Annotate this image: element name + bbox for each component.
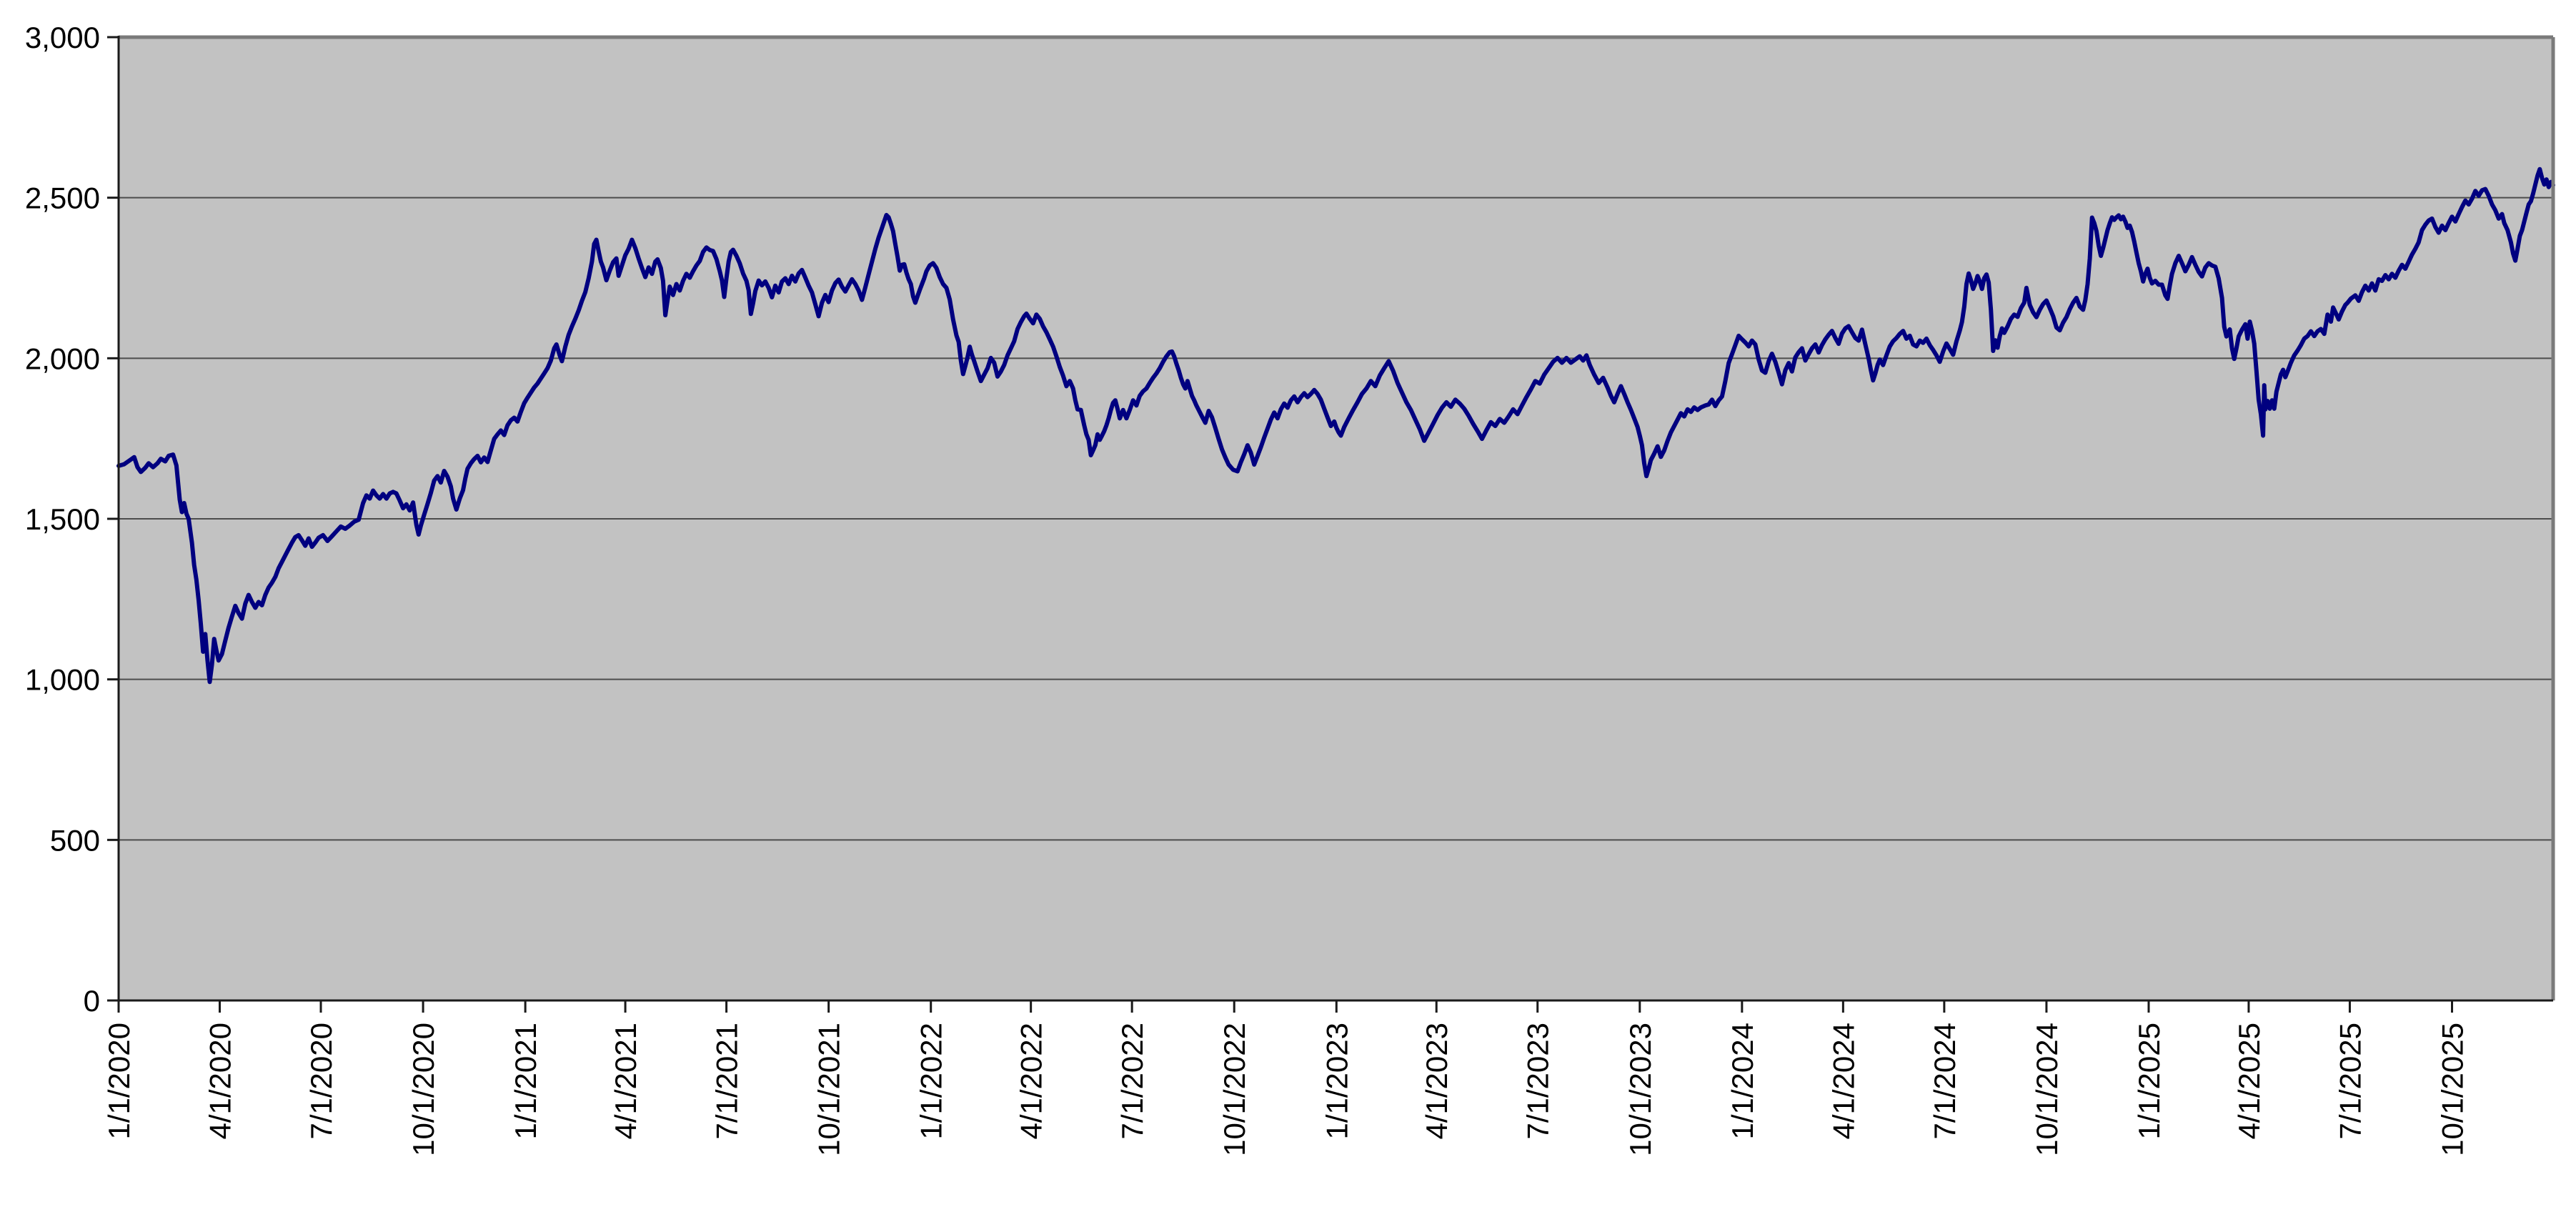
y-axis-tick-label: 0 — [84, 984, 100, 1018]
y-axis-tick-label: 3,000 — [25, 21, 100, 54]
x-axis-tick-label: 10/1/2021 — [812, 1023, 846, 1156]
x-axis-tick-label: 10/1/2023 — [1623, 1023, 1657, 1156]
x-axis-tick-label: 1/1/2025 — [2132, 1023, 2166, 1140]
x-axis-tick-label: 10/1/2024 — [2030, 1023, 2064, 1156]
x-axis-tick-label: 10/1/2022 — [1218, 1023, 1251, 1156]
x-axis-tick-label: 4/1/2024 — [1826, 1023, 1860, 1140]
x-axis-tick-label: 4/1/2025 — [2232, 1023, 2266, 1140]
axis-labels: 0 500 1,000 1,500 2,000 2,500 3,000 1/1/2020 4/1… — [25, 21, 2470, 1156]
y-axis-tick-label: 1,000 — [25, 663, 100, 697]
x-axis-tick-label: 4/1/2021 — [609, 1023, 642, 1140]
y-axis-tick-label: 1,500 — [25, 502, 100, 536]
y-axis-tick-label: 500 — [50, 823, 100, 857]
x-axis-tick-label: 7/1/2025 — [2333, 1023, 2367, 1140]
x-axis-tick-label: 1/1/2021 — [509, 1023, 542, 1140]
x-axis-tick-label: 1/1/2020 — [102, 1023, 136, 1140]
axis-ticks — [107, 36, 2453, 1013]
x-axis-tick-label: 7/1/2023 — [1521, 1023, 1555, 1140]
x-axis-tick-label: 4/1/2020 — [204, 1023, 237, 1140]
gridlines — [119, 197, 2553, 841]
x-axis-tick-label: 10/1/2025 — [2435, 1023, 2469, 1156]
x-axis-tick-label: 1/1/2022 — [915, 1023, 948, 1140]
x-axis-tick-label: 10/1/2020 — [407, 1023, 440, 1156]
x-axis-tick-label: 7/1/2020 — [304, 1023, 338, 1140]
y-axis-tick-label: 2,500 — [25, 182, 100, 215]
y-axis-tick-label: 2,000 — [25, 342, 100, 375]
x-axis-tick-label: 4/1/2022 — [1015, 1023, 1048, 1140]
data-series — [116, 167, 2555, 685]
x-axis-tick-label: 1/1/2023 — [1320, 1023, 1353, 1140]
x-axis-tick-label: 7/1/2021 — [710, 1023, 744, 1140]
price-line — [116, 167, 2555, 685]
x-axis-tick-label: 7/1/2022 — [1115, 1023, 1149, 1140]
x-axis-tick-label: 4/1/2023 — [1420, 1023, 1453, 1140]
x-axis-tick-label: 1/1/2024 — [1726, 1023, 1759, 1140]
x-axis-tick-label: 7/1/2024 — [1928, 1023, 1961, 1140]
